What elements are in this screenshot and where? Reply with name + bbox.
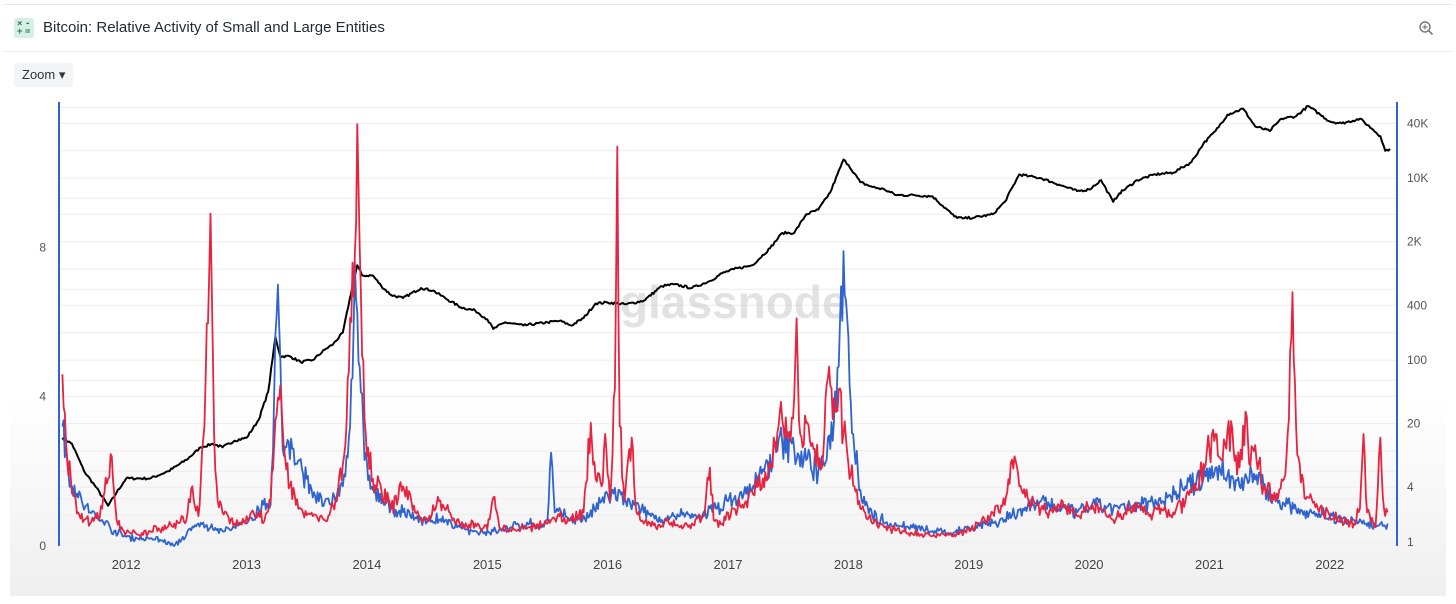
y-right-tick-label: 2K <box>1407 235 1422 249</box>
x-tick-label: 2018 <box>834 557 863 572</box>
x-tick-label: 2013 <box>232 557 261 572</box>
x-tick-label: 2017 <box>714 557 743 572</box>
watermark-text: glassnode <box>620 276 848 328</box>
chart-formula-icon: × - + = <box>14 18 34 38</box>
series-line-small <box>61 123 1389 539</box>
x-tick-label: 2016 <box>593 557 622 572</box>
x-tick-label: 2015 <box>473 557 502 572</box>
zoom-dropdown-button[interactable]: Zoom ▾ <box>14 63 74 87</box>
y-right-tick-label: 400 <box>1407 298 1427 312</box>
series-line-large <box>61 250 1389 547</box>
x-tick-label: 2014 <box>352 557 381 572</box>
x-tick-label: 2021 <box>1195 557 1224 572</box>
x-tick-label: 2020 <box>1075 557 1104 572</box>
zoom-in-icon[interactable] <box>1418 20 1434 36</box>
series <box>61 105 1391 547</box>
y-right-tick-label: 40K <box>1407 116 1428 130</box>
y-right-tick-label: 1 <box>1407 535 1414 549</box>
y-right-tick-label: 10K <box>1407 171 1428 185</box>
chart-header: × - + = Bitcoin: Relative Activity of Smal… <box>4 5 1452 52</box>
y-right-tick-label: 100 <box>1407 353 1427 367</box>
y-left-tick-label: 4 <box>39 390 46 404</box>
y-right-tick-label: 20 <box>1407 417 1421 431</box>
x-tick-label: 2019 <box>954 557 983 572</box>
y-right-tick-label: 4 <box>1407 480 1414 494</box>
series-line-price <box>61 105 1391 507</box>
x-tick-label: 2022 <box>1315 557 1344 572</box>
y-left-tick-label: 8 <box>39 240 46 254</box>
x-tick-label: 2012 <box>112 557 141 572</box>
chart-title: Bitcoin: Relative Activity of Small and … <box>43 19 385 36</box>
y-left-tick-label: 0 <box>39 539 46 553</box>
